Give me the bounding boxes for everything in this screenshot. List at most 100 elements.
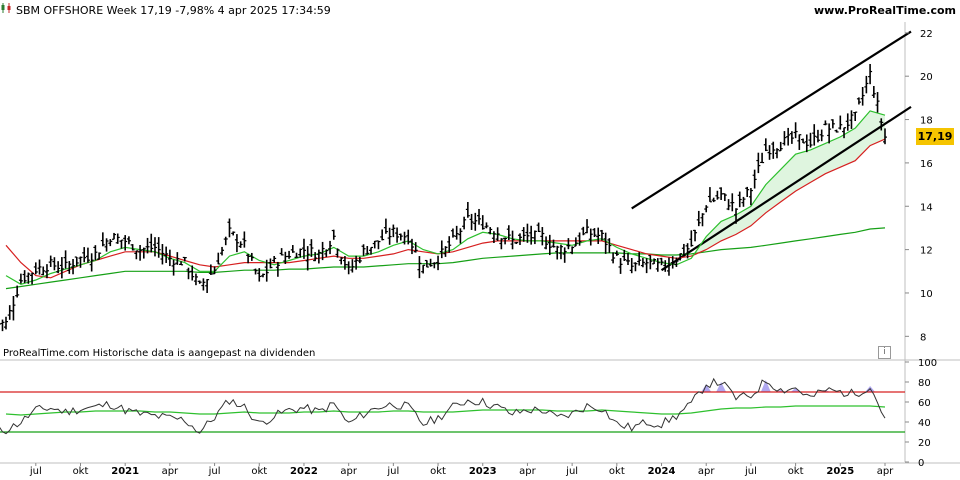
ohlc-bar — [685, 243, 690, 259]
ohlc-bar — [585, 219, 590, 234]
ohlc-bar — [525, 223, 530, 243]
ohlc-bar — [242, 231, 247, 248]
ohlc-bar — [41, 266, 46, 276]
ohlc-bar — [134, 250, 139, 260]
ohlc-bar — [171, 259, 176, 276]
ohlc-bar — [298, 248, 303, 258]
ohlc-bar — [447, 236, 452, 253]
ohlc-bar — [663, 260, 668, 272]
ohlc-bar — [365, 245, 370, 255]
ohlc-bar — [748, 188, 753, 206]
ohlc-bar — [812, 124, 817, 146]
ohlc-bar — [760, 152, 765, 164]
ohlc-bar — [167, 249, 172, 267]
ohlc-bar — [558, 244, 563, 260]
ohlc-bar — [186, 267, 191, 280]
ohlc-bar — [804, 134, 809, 153]
rsi-panel: 0 20 40 60 80 100 — [0, 358, 937, 469]
ohlc-bar — [413, 242, 418, 253]
info-icon[interactable]: i — [878, 346, 891, 359]
ohlc-bar — [730, 193, 735, 212]
x-tick-label: jul — [29, 466, 42, 477]
ohlc-bar — [689, 230, 694, 247]
ohlc-bar — [193, 273, 198, 286]
ohlc-bar — [357, 256, 362, 264]
ohlc-bar — [506, 225, 511, 240]
ohlc-bar — [260, 273, 265, 278]
ohlc-bar — [212, 266, 217, 275]
ohlc-bar — [633, 262, 638, 272]
x-tick-label: apr — [162, 466, 179, 477]
ohlc-bar — [637, 252, 642, 266]
x-tick-label: apr — [698, 466, 715, 477]
ohlc-bar — [883, 128, 887, 145]
trend-line[interactable] — [631, 30, 912, 210]
ohlc-bar — [868, 63, 873, 85]
ohlc-bar — [592, 228, 597, 238]
ohlc-bar — [827, 123, 832, 144]
ma-short-line — [5, 110, 886, 285]
price-bars — [0, 63, 887, 332]
ohlc-bar — [164, 246, 169, 263]
ohlc-bar — [737, 191, 742, 208]
ohlc-bar — [432, 262, 437, 269]
x-tick-label: okt — [430, 466, 446, 477]
ohlc-bar — [257, 268, 262, 282]
ohlc-bar — [220, 246, 225, 256]
x-tick-label: 2022 — [290, 466, 318, 477]
ohlc-bar — [644, 258, 649, 274]
ohlc-bar — [622, 249, 627, 261]
site-link[interactable]: www.ProRealTime.com — [813, 4, 956, 17]
ohlc-bar — [700, 213, 705, 227]
ohlc-bar — [309, 239, 314, 257]
trend-line[interactable] — [660, 105, 912, 272]
ohlc-bar — [424, 259, 429, 268]
ohlc-bar — [4, 316, 8, 330]
y-tick-label: 12 — [920, 246, 933, 257]
ohlc-bar — [562, 247, 567, 263]
ohlc-bar — [726, 199, 731, 211]
ohlc-bar — [499, 238, 504, 250]
ohlc-bar — [838, 115, 843, 130]
ohlc-bar — [544, 236, 549, 250]
ohlc-bar — [734, 208, 739, 224]
ohlc-bar — [681, 243, 686, 256]
ohlc-bar — [380, 229, 385, 241]
ohlc-bar — [860, 86, 865, 106]
ohlc-bar — [320, 241, 325, 261]
ohlc-bar — [626, 253, 631, 266]
ohlc-bar — [85, 247, 90, 263]
ohlc-bar — [842, 127, 847, 139]
ohlc-bar — [205, 279, 210, 294]
ohlc-bar — [287, 250, 292, 259]
ohlc-bar — [596, 227, 601, 244]
ohlc-bar — [808, 132, 813, 148]
time-x-axis: jul okt 2021 apr jul okt 2022 apr jul okt 2023 apr j… — [29, 463, 894, 477]
ohlc-bar — [443, 246, 448, 257]
y-tick-label: 8 — [920, 332, 926, 343]
y-tick-label: 16 — [920, 159, 933, 170]
ohlc-bar — [15, 285, 20, 298]
ohlc-bar — [313, 252, 318, 262]
ohlc-bar — [268, 258, 273, 269]
ohlc-bar — [93, 245, 98, 261]
ohlc-bar — [551, 239, 556, 248]
ohlc-bar — [22, 270, 27, 284]
x-tick-label: 2024 — [648, 466, 676, 477]
rsi-line — [0, 377, 886, 435]
ohlc-bar — [26, 272, 31, 284]
ohlc-bar — [536, 222, 541, 233]
ohlc-bar — [573, 237, 578, 247]
ohlc-bar — [830, 119, 835, 129]
ohlc-bar — [74, 256, 79, 267]
ohlc-bar — [387, 227, 392, 245]
ma-channel-fill — [691, 110, 885, 259]
ohlc-bar — [745, 186, 750, 197]
ohlc-bar — [853, 111, 858, 122]
ohlc-bar — [652, 258, 657, 265]
ohlc-bar — [97, 252, 102, 260]
ohlc-bar — [603, 232, 608, 254]
ohlc-bar — [175, 252, 180, 265]
ohlc-bar — [18, 273, 23, 284]
ohlc-bar — [640, 258, 645, 268]
